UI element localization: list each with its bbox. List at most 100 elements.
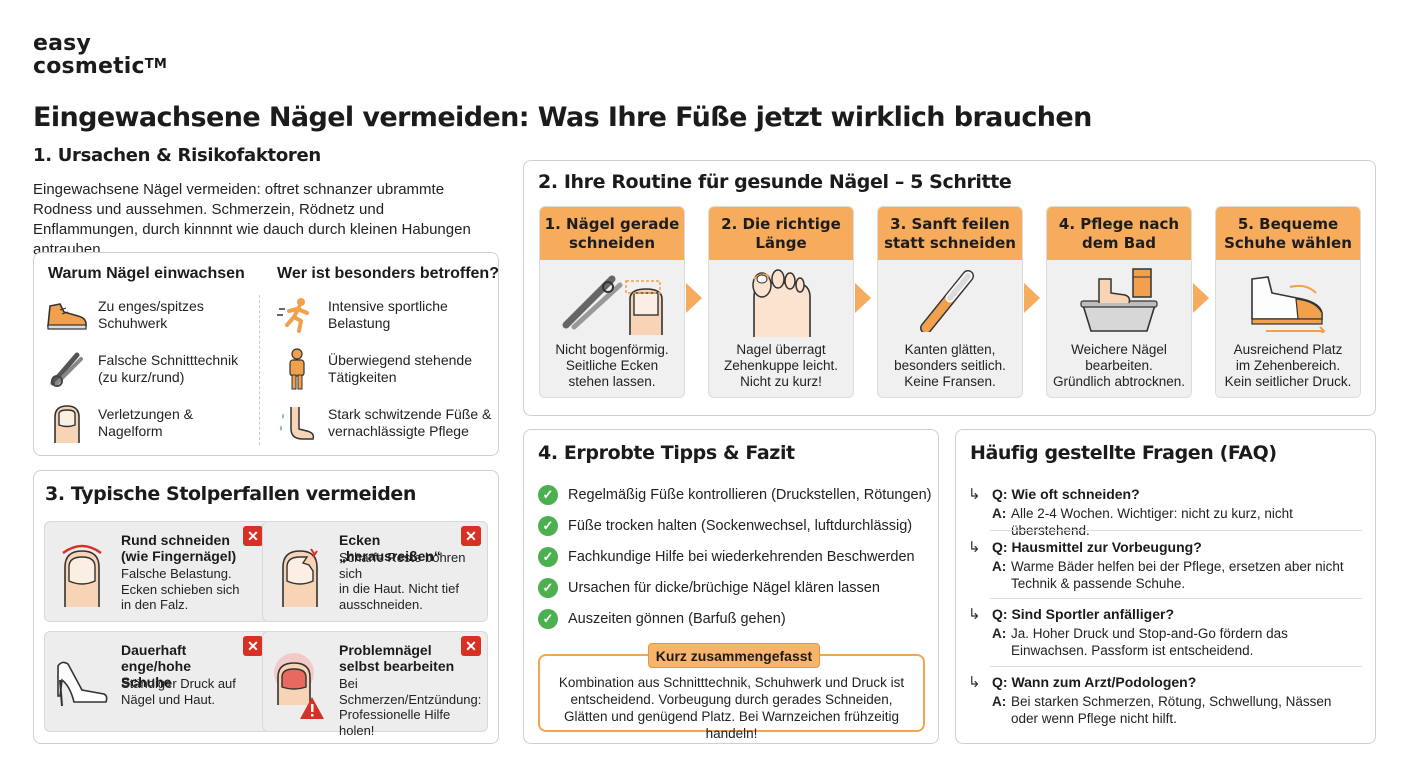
step-title: 3. Sanft feilen statt schneiden (878, 207, 1022, 260)
pitfall-text: Bei Schmerzen/Entzündung: Professionelle… (339, 676, 482, 738)
cause-item: Zu enges/spitzes Schuhwerk (44, 295, 248, 335)
risk-text: Stark schwitzende Füße & vernachlässigte… (328, 406, 492, 439)
causes-panel: Warum Nägel einwachsen Wer ist besonders… (33, 252, 499, 456)
risk-text: Überwiegend stehende Tätigkeiten (328, 352, 472, 385)
step-title: 5. Bequeme Schuhe wählen (1216, 207, 1360, 260)
step-text: Kanten glätten, besonders seitlich. Kein… (894, 342, 1006, 389)
standing-person-icon (274, 348, 320, 390)
pitfall-text: Falsche Belastung. Ecken schieben sich i… (121, 566, 240, 612)
tip-text: Fachkundige Hilfe bei wiederkehrenden Be… (568, 549, 915, 565)
routine-step-4: 4. Pflege nach dem Bad Weichere Nägel be… (1046, 206, 1192, 398)
arrow-right-icon (1193, 283, 1209, 313)
runner-icon (274, 295, 320, 335)
close-icon: ✕ (461, 636, 481, 656)
check-icon: ✓ (538, 516, 558, 536)
round-nail-icon (53, 536, 111, 612)
tip-item: ✓ Fachkundige Hilfe bei wiederkehrenden B… (538, 547, 915, 567)
faq-question: Q: Wie oft schneiden? (992, 486, 1140, 502)
arrow-return-icon: ↳ (968, 539, 981, 556)
routine-step-2: 2. Die richtige Länge Nagel überragt Zeh… (708, 206, 854, 398)
tip-item: ✓ Ursachen für dicke/brüchige Nägel kläre… (538, 578, 880, 598)
pitfall-card: ✕ Dauerhaft enge/hohe Schuhe Ständiger D… (44, 631, 270, 732)
faq-divider (990, 666, 1362, 667)
step-text: Ausreichend Platz im Zehenbereich. Kein … (1224, 342, 1352, 389)
step-text: Nicht bogenförmig. Seitliche Ecken stehe… (555, 342, 669, 389)
faq-answer: Bei starken Schmerzen, Rötung, Schwellun… (1011, 694, 1332, 726)
sweaty-foot-icon (274, 403, 320, 443)
faq-answer: Ja. Hoher Druck und Stop-and-Go fördern … (1011, 626, 1288, 658)
brand-logo: easy cosmeticTM (33, 32, 167, 78)
arrow-right-icon (855, 283, 871, 313)
section1-heading: 1. Ursachen & Risikofaktoren (33, 145, 321, 166)
comfort-shoe-icon (1216, 260, 1360, 342)
section2-heading: 2. Ihre Routine für gesunde Nägel – 5 Sc… (538, 171, 1012, 193)
pitfall-title: Problemnägel selbst bearbeiten (339, 642, 455, 674)
toe-nail-icon (44, 403, 90, 443)
faq-answer-label: A: (992, 506, 1007, 521)
foot-toes-icon (709, 260, 853, 342)
step-title: 4. Pflege nach dem Bad (1047, 207, 1191, 260)
faq-question: Q: Hausmittel zur Vorbeugung? (992, 539, 1202, 555)
brand-line2: cosmetic (33, 54, 145, 79)
nail-clipper-icon (44, 349, 90, 389)
arrow-return-icon: ↳ (968, 674, 981, 691)
pitfall-title: Rund schneiden (wie Fingernägel) (121, 532, 237, 564)
pitfall-card: ✕ Problemnägel selbst bearbeiten Bei Sch… (262, 631, 488, 738)
pitfall-title: Ecken „herausreißen“ (339, 532, 441, 564)
faq-heading: Häufig gestellte Fragen (FAQ) (970, 442, 1277, 464)
pitfalls-panel: 3. Typische Stolperfallen vermeiden ✕ Ru… (33, 470, 499, 744)
arrow-right-icon (686, 283, 702, 313)
risk-item: Stark schwitzende Füße & vernachlässigte… (274, 403, 493, 443)
faq-question: Q: Wann zum Arzt/Podologen? (992, 674, 1197, 690)
tip-item: ✓ Füße trocken halten (Sockenwechsel, luf… (538, 516, 912, 536)
shoe-icon (44, 295, 90, 335)
tips-panel: 4. Erprobte Tipps & Fazit ✓ Regelmäßig Fü… (523, 429, 939, 744)
faq-answer-label: A: (992, 694, 1007, 709)
arrow-return-icon: ↳ (968, 486, 981, 503)
check-icon: ✓ (538, 578, 558, 598)
section1-intro: Eingewachsene Nägel vermeiden: oftret sc… (33, 181, 471, 258)
clipper-straight-nail-icon (540, 260, 684, 342)
pitfall-card: ✕ Rund schneiden (wie Fingernägel) Falsc… (44, 521, 270, 622)
tip-text: Füße trocken halten (Sockenwechsel, luft… (568, 518, 913, 534)
arrow-return-icon: ↳ (968, 606, 981, 623)
faq-answer: Warme Bäder helfen bei der Pflege, erset… (1011, 559, 1344, 591)
faq-divider (990, 530, 1362, 531)
step-title: 1. Nägel gerade schneiden (540, 207, 684, 260)
faq-answer-label: A: (992, 626, 1007, 641)
pitfall-text: Scharfe Reste bohren sich in die Haut. N… (339, 550, 466, 612)
cause-text: Zu enges/spitzes Schuhwerk (98, 298, 204, 331)
faq-item: ↳ Q: Wie oft schneiden? A: Alle 2-4 Wochen… (968, 486, 1363, 539)
routine-step-1: 1. Nägel gerade schneiden Nicht bogenför… (539, 206, 685, 398)
check-icon: ✓ (538, 485, 558, 505)
section3-heading: 3. Typische Stolperfallen vermeiden (45, 483, 417, 505)
summary-label: Kurz zusammengefasst (648, 643, 820, 668)
check-icon: ✓ (538, 609, 558, 629)
tip-text: Regelmäßig Füße kontrollieren (Druckstel… (568, 487, 932, 503)
summary-box: Kurz zusammengefasst Kombination aus Sch… (538, 643, 925, 741)
faq-question: Q: Sind Sportler anfälliger? (992, 606, 1175, 622)
cause-text: Falsche Schnitttechnik (zu kurz/rund) (98, 352, 239, 385)
faq-answer-label: A: (992, 559, 1007, 574)
risk-text: Intensive sportliche Belastung (328, 298, 448, 331)
high-heel-icon (53, 646, 111, 722)
foot-bath-icon (1047, 260, 1191, 342)
faq-item: ↳ Q: Sind Sportler anfälliger? A: Ja. Hohe… (968, 606, 1363, 659)
pitfall-title: Dauerhaft enge/hohe Schuhe (121, 642, 192, 690)
step-text: Weichere Nägel bearbeiten. Gründlich abt… (1052, 342, 1186, 389)
brand-trademark: TM (144, 57, 168, 72)
faq-item: ↳ Q: Wann zum Arzt/Podologen? A: Bei stark… (968, 674, 1363, 727)
brand-line1: easy (33, 31, 92, 56)
summary-text: Kombination aus Schnitttechnik, Schuhwer… (558, 675, 905, 741)
check-icon: ✓ (538, 547, 558, 567)
who-heading: Wer ist besonders betroffen? (277, 265, 499, 282)
pitfall-text: Ständiger Druck auf Nägel und Haut. (121, 676, 236, 707)
routine-panel: 2. Ihre Routine für gesunde Nägel – 5 Sc… (523, 160, 1376, 416)
close-icon: ✕ (243, 526, 263, 546)
nail-file-icon (878, 260, 1022, 342)
faq-divider (990, 598, 1362, 599)
torn-corner-icon (271, 536, 329, 612)
risk-item: Intensive sportliche Belastung (274, 295, 488, 335)
tip-item: ✓ Regelmäßig Füße kontrollieren (Druckste… (538, 485, 931, 505)
inflamed-toe-warning-icon (271, 646, 329, 722)
